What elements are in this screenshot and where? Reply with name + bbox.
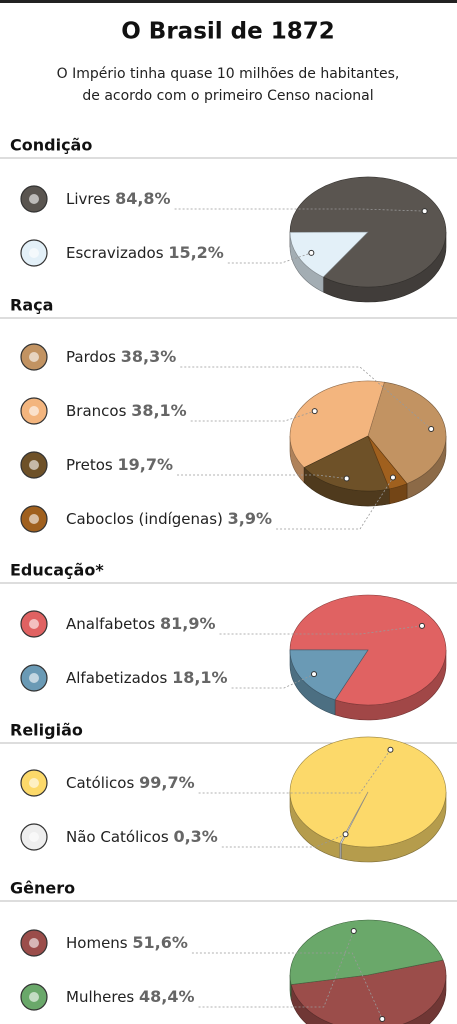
value-label: 51,6% [132, 933, 188, 952]
leader-line [190, 410, 315, 422]
leader-dot [311, 671, 318, 678]
row-label: Alfabetizados 18,1% [66, 668, 228, 687]
category-label: Pretos [66, 456, 113, 474]
category-label: Livres [66, 190, 110, 208]
value-label: 38,1% [131, 401, 187, 420]
row-icon-detail [29, 832, 39, 842]
row-label: Brancos 38,1% [66, 401, 187, 420]
value-label: 18,1% [172, 668, 228, 687]
value-label: 0,3% [173, 827, 217, 846]
section-title: Raça [10, 296, 53, 315]
value-label: 84,8% [115, 189, 171, 208]
pie [289, 380, 447, 507]
pie-slice [290, 959, 447, 1024]
leader-dot [389, 474, 396, 481]
category-label: Homens [66, 934, 128, 952]
category-label: Escravizados [66, 244, 164, 262]
leader-dot [311, 408, 318, 415]
row-label: Caboclos (indígenas) 3,9% [66, 509, 272, 528]
leader-dot [342, 831, 349, 838]
row-label: Escravizados 15,2% [66, 243, 224, 262]
category-label: Mulheres [66, 988, 134, 1006]
section-title: Religião [10, 721, 83, 740]
row-icon-detail [29, 992, 39, 1002]
pie-slice [339, 791, 369, 845]
row-icon-detail [29, 194, 39, 204]
row-icon-detail [29, 460, 39, 470]
pie-slice [367, 435, 408, 490]
pie [289, 594, 447, 721]
pie [289, 736, 447, 863]
row-label: Homens 51,6% [66, 933, 188, 952]
row-icon-detail [29, 778, 39, 788]
category-label: Pardos [66, 348, 116, 366]
category-label: Não Católicos [66, 828, 169, 846]
leader-line [231, 673, 315, 689]
row-icon-detail [29, 406, 39, 416]
pie-slice [289, 231, 369, 278]
value-label: 3,9% [228, 509, 272, 528]
title: O Brasil de 1872 [121, 19, 335, 45]
leader-line [191, 952, 383, 1020]
pie-slice [303, 435, 390, 492]
row-label: Analfabetos 81,9% [66, 614, 216, 633]
row-icon-detail [29, 619, 39, 629]
row-icon-detail [29, 248, 39, 258]
value-label: 99,7% [139, 773, 195, 792]
leader-line [174, 208, 425, 212]
pie [289, 176, 447, 303]
value-label: 19,7% [118, 455, 174, 474]
value-label: 15,2% [168, 243, 224, 262]
leader-dot [421, 208, 428, 215]
row-icon-detail [29, 514, 39, 524]
top-rule [0, 0, 457, 3]
leader-line [227, 252, 312, 264]
pie-slice [367, 381, 447, 484]
leader-dot [387, 746, 394, 753]
subtitle: de acordo com o primeiro Censo nacional [82, 88, 373, 104]
leader-line [198, 749, 391, 794]
pie-slice [289, 919, 444, 985]
section-title: Condição [10, 136, 92, 155]
row-icon-detail [29, 673, 39, 683]
row-label: Pardos 38,3% [66, 347, 176, 366]
category-label: Caboclos (indígenas) [66, 510, 223, 528]
row-icon-detail [29, 938, 39, 948]
row-label: Não Católicos 0,3% [66, 827, 218, 846]
leader-line [221, 833, 346, 848]
category-label: Católicos [66, 774, 134, 792]
section-title: Gênero [10, 879, 75, 898]
leader-dot [428, 425, 435, 432]
leader-dot [418, 622, 425, 629]
leader-line [219, 625, 423, 635]
row-label: Católicos 99,7% [66, 773, 195, 792]
leader-dot [350, 928, 357, 935]
subtitle: O Império tinha quase 10 milhões de habi… [57, 66, 400, 82]
leader-dot [379, 1015, 386, 1022]
category-label: Analfabetos [66, 615, 155, 633]
row-label: Mulheres 48,4% [66, 987, 195, 1006]
pie [289, 919, 447, 1024]
value-label: 81,9% [160, 614, 216, 633]
section-title: Educação* [10, 561, 104, 580]
row-label: Pretos 19,7% [66, 455, 173, 474]
pie-side [339, 842, 342, 860]
category-label: Alfabetizados [66, 669, 167, 687]
leader-line [198, 930, 355, 1008]
leader-dot [308, 249, 315, 256]
pie-slice [289, 380, 385, 468]
leader-line [276, 477, 394, 530]
value-label: 48,4% [139, 987, 195, 1006]
leader-dot [343, 475, 350, 482]
row-icon-detail [29, 352, 39, 362]
category-label: Brancos [66, 402, 127, 420]
row-label: Livres 84,8% [66, 189, 171, 208]
value-label: 38,3% [121, 347, 177, 366]
